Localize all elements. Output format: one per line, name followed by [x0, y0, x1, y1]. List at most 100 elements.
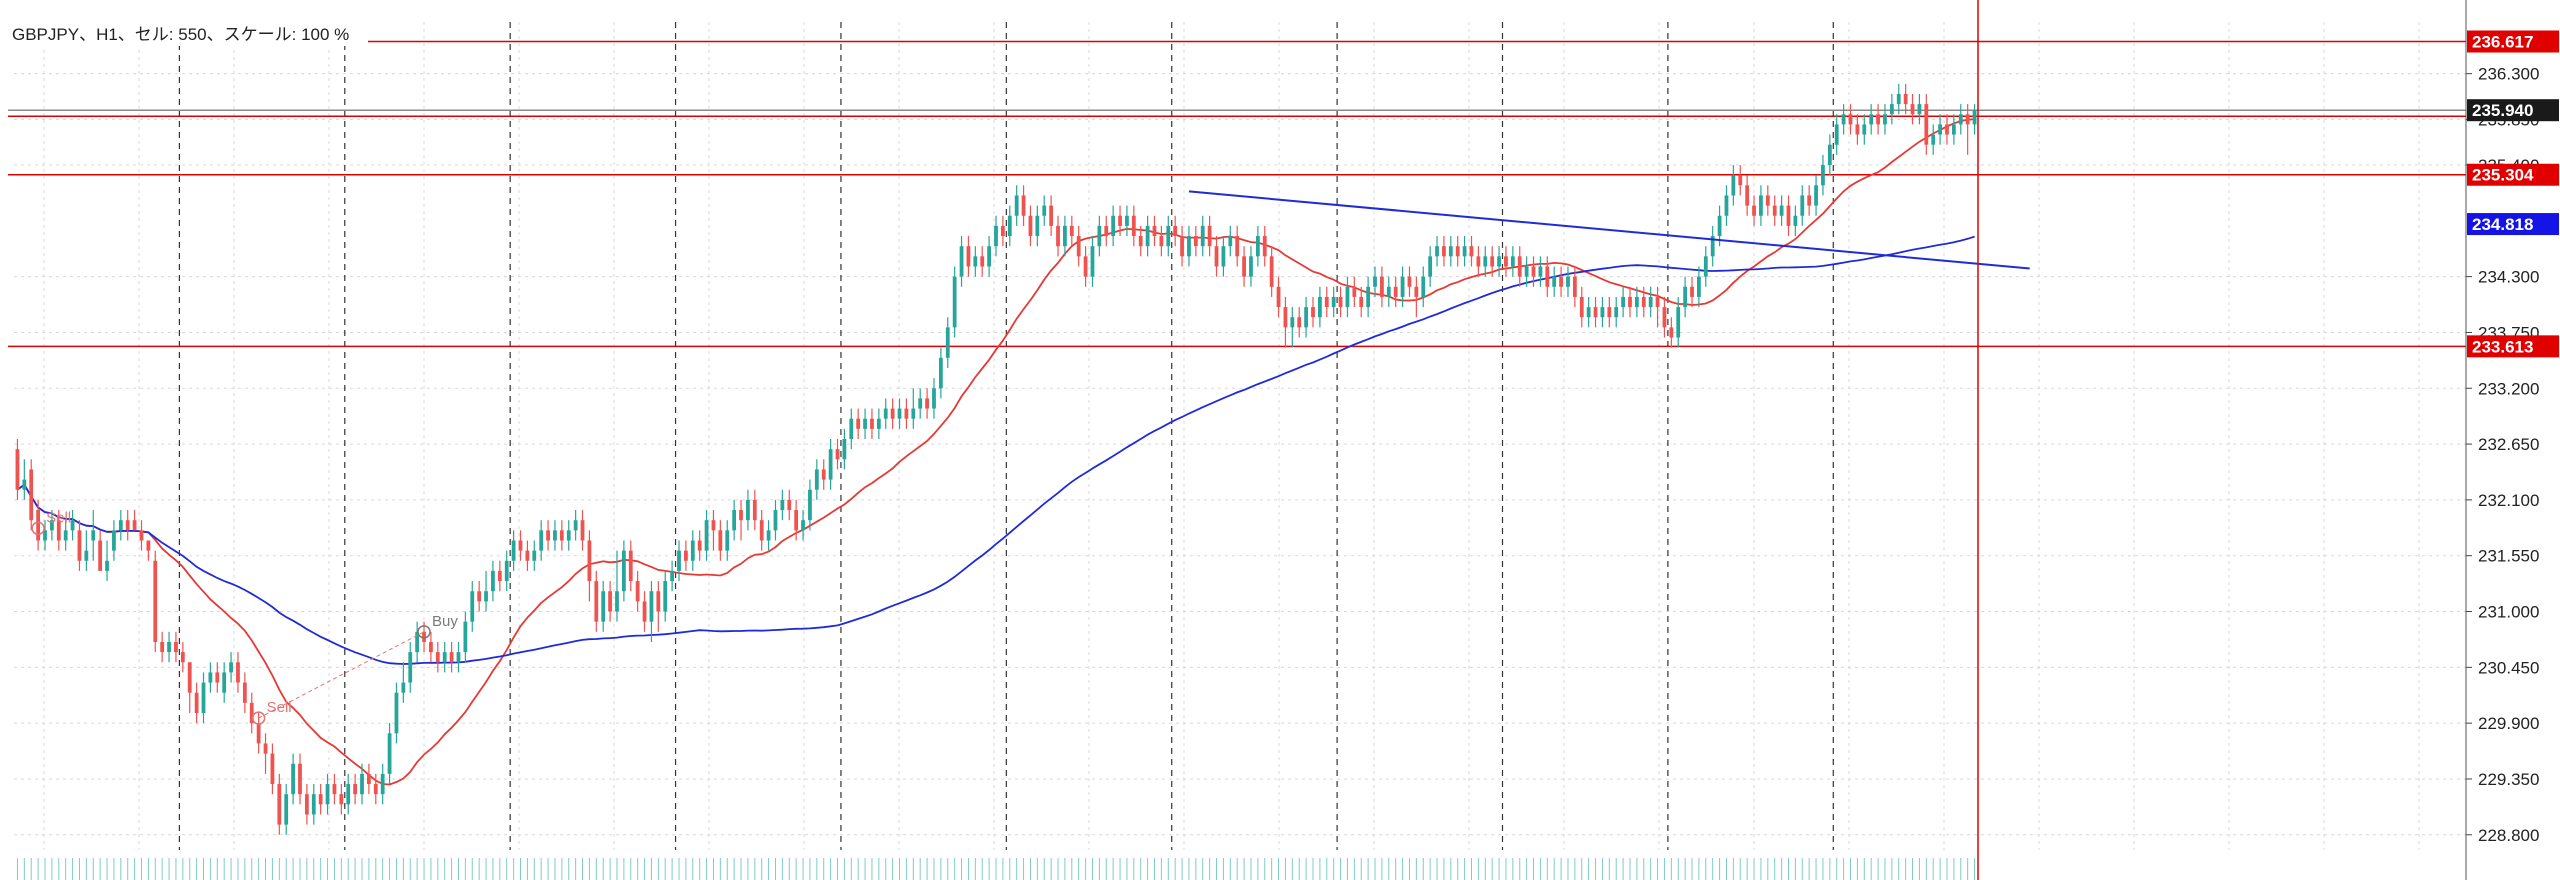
candle-body [167, 641, 171, 653]
candle-body [1697, 276, 1701, 297]
candle-body [925, 398, 929, 409]
price-tick-label: 230.450 [2478, 658, 2539, 677]
candle-body [1414, 286, 1419, 297]
candle-body [863, 418, 867, 429]
candle-body [332, 784, 337, 795]
candle-body [1958, 114, 1963, 125]
candle [1131, 205, 1136, 247]
candle-body [890, 408, 895, 419]
candle-body [1000, 225, 1005, 237]
candle [1648, 286, 1653, 318]
candle-body [1972, 110, 1977, 125]
candle-body [773, 510, 778, 531]
candle [566, 520, 571, 551]
candle [15, 439, 20, 500]
candle [394, 682, 399, 744]
candle [1752, 195, 1756, 226]
candle [325, 773, 330, 815]
candle-body [1462, 246, 1467, 257]
candle-body [1834, 124, 1839, 145]
candle [904, 398, 909, 429]
candle [201, 672, 206, 724]
candle [1014, 185, 1019, 226]
candle-body [1214, 246, 1219, 267]
candle-body [1359, 296, 1364, 308]
candle-body [1255, 236, 1260, 257]
candle [1228, 225, 1233, 257]
candle-body [546, 530, 550, 541]
candle-body [284, 794, 289, 825]
price-tick-label: 234.300 [2478, 268, 2539, 287]
candle [546, 520, 550, 551]
candle [1572, 266, 1577, 308]
candle [801, 510, 805, 541]
candle-body [1683, 286, 1688, 308]
candle-body [1483, 256, 1488, 267]
candle [208, 662, 213, 693]
candle-body [1366, 286, 1371, 308]
price-tick-label: 229.350 [2478, 770, 2539, 789]
horizontal-lines[interactable] [8, 40, 2466, 348]
candle [1896, 83, 1901, 115]
candle-body [1152, 225, 1157, 237]
candle [1504, 246, 1508, 277]
candle-body [1951, 124, 1956, 135]
candle-body [1552, 276, 1557, 287]
candle-body [1910, 104, 1915, 115]
candle-body [1559, 276, 1563, 287]
candle-body [566, 530, 571, 541]
candle [346, 773, 351, 815]
candle-body [491, 570, 495, 592]
candle-body [539, 530, 544, 551]
candle [1786, 195, 1791, 237]
candle [1697, 266, 1701, 308]
candle [112, 520, 116, 561]
candle-body [263, 743, 268, 754]
candle-body [153, 560, 158, 642]
candle [766, 520, 771, 551]
candle [842, 428, 847, 470]
candle-body [615, 591, 619, 612]
ma-fast-line [16, 118, 1975, 786]
trendline[interactable] [1188, 190, 2030, 270]
candle [539, 520, 544, 561]
trade-connector [258, 631, 425, 719]
candle-body [456, 652, 461, 663]
candle [849, 408, 854, 450]
candle [463, 611, 468, 663]
candle-body [690, 540, 695, 561]
candle [1566, 266, 1570, 297]
candle-body [1090, 246, 1095, 277]
candle-body [353, 784, 358, 795]
candle-body [1545, 266, 1550, 287]
candle [29, 459, 34, 531]
candle [1111, 205, 1116, 247]
candle-body [1621, 296, 1625, 308]
candle [139, 520, 144, 551]
candle-body [594, 581, 599, 622]
candle-body [938, 357, 943, 389]
candle-body [229, 662, 233, 673]
candle-body [876, 418, 881, 429]
candle [1049, 195, 1054, 237]
candle [491, 560, 495, 602]
candle-body [1848, 114, 1853, 125]
candle [1545, 256, 1550, 297]
candle-body [904, 408, 909, 419]
candle [1042, 195, 1047, 226]
candle [160, 631, 165, 663]
candle [746, 489, 750, 531]
candle-body [1504, 256, 1508, 267]
candle-body [1407, 276, 1412, 287]
candle-body [1249, 256, 1253, 277]
candle-body [1896, 93, 1901, 105]
candle [408, 641, 413, 693]
candle-body [842, 439, 847, 460]
candle-body [277, 784, 282, 825]
price-tick-label: 232.100 [2478, 491, 2539, 510]
candle-body [1428, 256, 1433, 277]
candle [690, 530, 695, 571]
candle [70, 510, 75, 541]
candle-body [70, 520, 75, 531]
